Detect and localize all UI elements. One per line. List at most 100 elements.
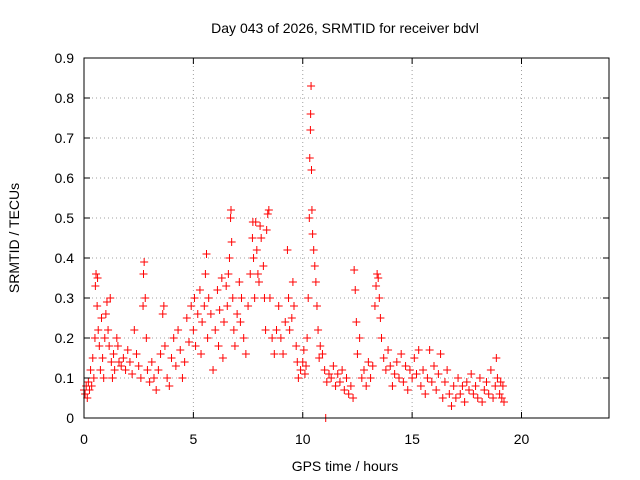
data-point — [239, 334, 248, 342]
data-point — [142, 334, 151, 342]
data-point — [195, 286, 204, 294]
data-point — [292, 342, 301, 350]
data-point — [467, 370, 476, 378]
plot-frame — [83, 57, 610, 419]
data-point — [300, 370, 309, 378]
data-point — [257, 234, 266, 242]
data-point — [362, 382, 371, 390]
data-point — [427, 378, 436, 386]
data-point — [268, 334, 277, 342]
data-point — [445, 390, 454, 398]
y-tick-label: 0.7 — [55, 130, 75, 146]
data-point — [156, 350, 165, 358]
data-point — [152, 386, 161, 394]
data-point — [423, 374, 432, 382]
y-tick-label: 0.8 — [55, 90, 75, 106]
data-point — [274, 302, 283, 310]
data-point — [384, 346, 393, 354]
data-point — [498, 382, 507, 390]
data-point — [307, 206, 316, 214]
data-point — [102, 298, 111, 306]
data-point — [86, 366, 95, 374]
data-point — [281, 318, 290, 326]
data-point — [193, 310, 202, 318]
axis-ticks: 0 0.1 0.2 0.3 0.4 0.5 0.6 0.7 0.8 0.9 0 5 10 15 20 — [55, 50, 609, 447]
data-point — [93, 274, 102, 282]
data-point — [308, 230, 317, 238]
y-tick-label: 0.4 — [55, 250, 75, 266]
chart-title: Day 043 of 2026, SRMTID for receiver bdv… — [211, 20, 479, 36]
data-point — [350, 266, 359, 274]
data-point — [408, 374, 417, 382]
data-point — [434, 370, 443, 378]
data-point — [204, 294, 213, 302]
data-point — [493, 374, 502, 382]
data-point — [256, 222, 265, 230]
data-point — [235, 278, 244, 286]
data-point — [139, 302, 148, 310]
data-point — [376, 314, 385, 322]
data-point — [141, 294, 150, 302]
data-point — [198, 318, 207, 326]
data-point — [180, 358, 189, 366]
data-point — [246, 270, 255, 278]
data-point — [478, 398, 487, 406]
data-point — [480, 386, 489, 394]
data-point — [140, 258, 149, 266]
data-point — [201, 270, 210, 278]
x-tick-label: 5 — [189, 431, 197, 447]
data-point — [251, 218, 260, 226]
data-point — [132, 350, 141, 358]
data-point — [333, 370, 342, 378]
data-point — [249, 254, 258, 262]
grid-layer — [84, 58, 609, 418]
data-point — [145, 378, 154, 386]
x-tick-label: 20 — [514, 431, 530, 447]
data-point — [252, 246, 261, 254]
data-point — [288, 278, 297, 286]
data-point — [253, 270, 262, 278]
data-point — [182, 314, 191, 322]
data-point — [381, 366, 390, 374]
data-point — [344, 390, 353, 398]
y-tick-label: 0.9 — [55, 50, 75, 66]
data-point — [349, 394, 358, 402]
data-point — [202, 250, 211, 258]
data-point — [392, 358, 401, 366]
data-point — [375, 294, 384, 302]
data-point — [223, 302, 232, 310]
data-point — [220, 318, 228, 326]
data-point — [97, 314, 106, 322]
data-point — [306, 126, 315, 134]
data-point — [436, 350, 445, 358]
data-point — [261, 326, 270, 334]
data-point — [259, 262, 268, 270]
data-point — [312, 302, 321, 310]
data-point — [403, 386, 412, 394]
data-point — [296, 366, 305, 374]
data-point — [276, 334, 285, 342]
data-point — [211, 326, 220, 334]
data-point — [456, 390, 465, 398]
data-point — [230, 342, 239, 350]
data-point — [294, 374, 303, 382]
data-point — [489, 394, 498, 402]
data-point — [222, 282, 231, 290]
y-tick-label: 0.3 — [55, 290, 75, 306]
data-point — [351, 286, 360, 294]
data-point — [412, 370, 421, 378]
data-point — [425, 346, 434, 354]
data-point — [112, 334, 121, 342]
data-point — [213, 286, 222, 294]
data-point — [306, 110, 315, 118]
data-point — [492, 354, 501, 362]
data-point — [84, 378, 93, 386]
data-point — [200, 302, 209, 310]
y-tick-label: 0 — [66, 410, 74, 426]
x-tick-label: 10 — [295, 431, 311, 447]
data-point — [130, 326, 139, 334]
data-point — [123, 346, 132, 354]
data-point — [178, 374, 187, 382]
data-point — [174, 326, 183, 334]
data-point — [89, 374, 98, 382]
